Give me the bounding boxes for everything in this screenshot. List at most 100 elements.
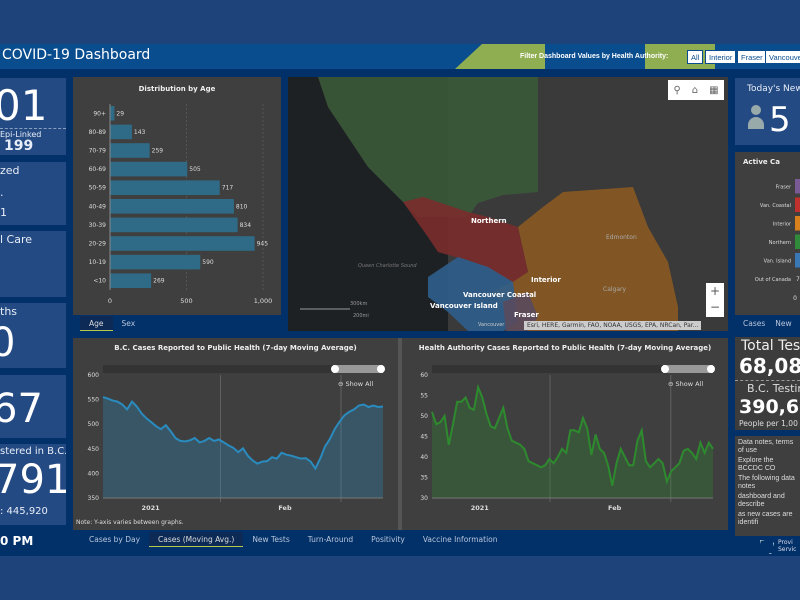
tab-new-tests[interactable]: New Tests [252,535,290,544]
tab-turn-around[interactable]: Turn-Around [307,535,354,544]
filter-vancouver-button[interactable]: Vancouver [765,50,800,64]
tab-vaccine-information[interactable]: Vaccine Information [422,535,498,544]
x-tick-label: Feb [278,504,292,512]
map-label-sound: Queen Charlotte Sound [358,263,417,269]
slider-handle [661,365,669,373]
slider-handle [377,365,385,373]
map-panel[interactable]: Northern Interior Vancouver Coastal Vanc… [288,77,728,331]
category-label: Van. Coastal [760,203,791,209]
tab-new[interactable]: New [775,319,792,328]
value-label: 810 [236,203,248,210]
tab-positivity[interactable]: Positivity [371,535,405,544]
notes-link[interactable]: Data notes, terms of use [738,439,794,454]
map-label-interior: Interior [531,276,561,284]
category-label: 60-69 [89,166,107,173]
health-authority-map[interactable]: Northern Interior Vancouver Coastal Vanc… [288,77,728,331]
show-all-button[interactable]: ⊖ Show All [668,380,704,388]
hospitalized-line2: 1 [0,206,7,219]
x-tick-label: 1,000 [254,297,273,305]
interior-region[interactable] [493,187,678,331]
active-bar [795,197,800,212]
active-cases-chart: Fraser Van. Coastal Interior Northern Van. I… [755,179,800,302]
value-label: 7 [796,276,800,283]
bc-cases-chart-panel: B.C. Cases Reported to Public Health (7-… [73,338,398,530]
filter-all-button[interactable]: All [687,50,704,64]
bc-testing-sub: People per 1,00 [739,419,798,428]
y-tick-label: 450 [88,446,100,453]
category-label: Fraser [776,184,792,190]
total-tests-label: Total Tes [741,338,800,354]
bc-testing-label: B.C. Testing [747,382,800,395]
new-cases-value: 5 [769,100,791,140]
filter-fraser-button[interactable]: Fraser [737,50,767,64]
hospitalized-line1: . [0,186,4,199]
data-notes-panel: Data notes, terms of use Explore the BCC… [735,436,800,536]
deaths-value: 0 [0,320,16,366]
basemap-gallery-icon[interactable]: ▦ [709,84,719,96]
map-label-fraser: Fraser [514,311,539,319]
vaccine-card: stered in B.C. 791 : 445,920 [0,444,66,525]
testing-panel: Total Tes 68,08 B.C. Testing 390,64 Peop… [735,337,800,430]
bc-map-logo-icon [760,540,774,554]
value-label: 717 [222,185,234,192]
y-tick-label: 400 [88,470,100,477]
active-bar [795,253,800,268]
map-toolbar: ⚲ ⌂ ▦ [668,80,724,100]
value-label: 29 [116,110,124,117]
show-all-button[interactable]: ⊖ Show All [338,380,374,388]
home-icon[interactable]: ⌂ [691,84,699,96]
value-label: 590 [202,259,214,266]
zoom-out-button[interactable]: − [709,300,721,314]
notes-line: as new cases are identifi [738,511,793,526]
series-line [431,383,714,486]
tab-cases-by-day[interactable]: Cases by Day [89,535,141,544]
vancouver-coastal-region[interactable] [403,197,528,282]
age-bar [110,124,132,140]
range-slider [663,365,713,373]
tab-sex[interactable]: Sex [121,319,136,328]
notes-explore[interactable]: Explore the BCCDC CO [738,457,776,472]
map-label-van-island: Vancouver Island [430,302,498,310]
tab-cases[interactable]: Cases [743,319,766,328]
search-icon[interactable]: ⚲ [673,84,681,96]
y-tick-label: 500 [88,421,100,428]
y-tick-label: 550 [88,397,100,404]
zoom-in-button[interactable]: + [709,284,721,298]
bc-cases-chart: 350 400 450 500 550 600 2021 Feb [88,365,385,512]
value-label: 259 [152,148,164,155]
new-cases-card: Today's New C 5 [735,78,800,145]
tab-cases-moving-avg[interactable]: Cases (Moving Avg.) [149,532,244,547]
category-label: 70-79 [89,148,107,155]
filter-interior-button[interactable]: Interior [705,50,737,64]
map-label-edmonton: Edmonton [606,234,637,241]
active-bar [795,216,800,231]
vaccine-sub: : 445,920 [0,506,48,517]
northern-region[interactable] [318,77,538,217]
critical-care-card: l Care [0,231,66,297]
tab-age[interactable]: Age [80,316,113,331]
age-bar [110,180,220,195]
x-tick-label: 2021 [142,504,161,512]
person-add-icon [748,105,764,131]
scale-mi: 200mi [353,313,369,319]
x-tick-label: Feb [608,504,622,512]
y-tick-label: 50 [420,413,428,420]
series-area [432,387,713,498]
logo-text: Provi [778,539,793,546]
value-label: 505 [189,166,201,173]
x-tick-label: 0 [793,295,797,302]
category-label: 40-49 [89,203,107,210]
category-label: Interior [773,221,792,227]
category-label: 20-29 [89,241,107,248]
slider-handle [331,365,339,373]
total-tests-value: 68,08 [739,354,800,378]
map-label-vancouver: Vancouver [478,322,505,328]
notes-line: dashboard and describe [738,493,785,508]
age-bar [110,236,255,251]
range-slider-track [103,365,383,373]
age-bar [110,143,150,158]
category-label: Northern [769,240,791,246]
y-tick-label: 45 [420,434,428,441]
vaccine-label: stered in B.C. [0,446,66,457]
vancouver-island-region[interactable] [428,257,518,331]
